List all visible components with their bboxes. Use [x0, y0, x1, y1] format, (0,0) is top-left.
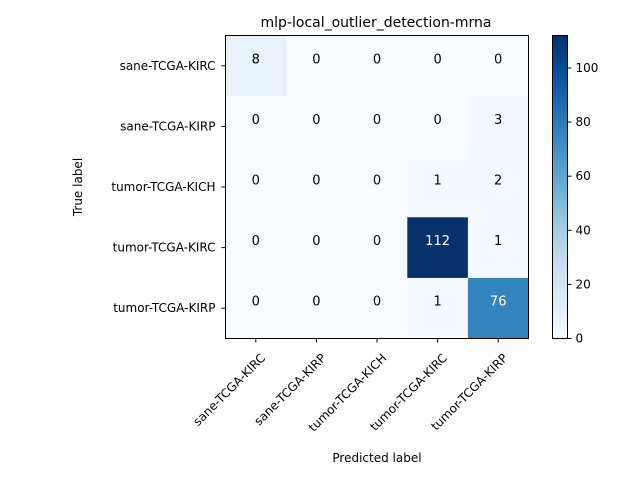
cell-value-r4-c4: 76 — [490, 295, 507, 310]
y-tick-label-3: tumor-TCGA-KIRC — [113, 241, 216, 255]
heatmap-cell-r0-c2 — [346, 35, 408, 97]
colorbar-tick-label-20: 20 — [576, 277, 591, 291]
cell-value-r2-c3: 1 — [433, 174, 441, 189]
cell-value-r0-c2: 0 — [373, 52, 381, 67]
cell-value-r4-c1: 0 — [312, 295, 320, 310]
colorbar — [552, 35, 568, 339]
heatmap-cell-r3-c4 — [467, 217, 529, 279]
colorbar-tick-label-100: 100 — [576, 61, 599, 75]
colorbar-tick-label-60: 60 — [576, 169, 591, 183]
heatmap-cell-r1-c2 — [346, 96, 408, 158]
cell-value-r4-c2: 0 — [373, 295, 381, 310]
heatmap-cell-r0-c0 — [225, 35, 287, 97]
cell-value-r1-c0: 0 — [252, 113, 260, 128]
heatmap-cell-r3-c2 — [346, 217, 408, 279]
cell-value-r4-c0: 0 — [252, 295, 260, 310]
heatmap-cells: 8 0 0 0 0 0 0 0 0 3 0 0 0 1 2 0 0 0 112 1 0 0 0 1 76 — [225, 35, 529, 339]
heatmap-cell-r2-c0 — [225, 156, 287, 218]
cell-value-r1-c2: 0 — [373, 113, 381, 128]
heatmap-cell-r1-c1 — [286, 96, 348, 158]
heatmap-cell-r1-c4 — [467, 96, 529, 158]
y-tick-label-2: tumor-TCGA-KICH — [111, 180, 215, 194]
cell-value-r0-c0: 8 — [252, 52, 260, 67]
heatmap-cell-r2-c1 — [286, 156, 348, 218]
cell-value-r1-c4: 3 — [494, 113, 502, 128]
heatmap-cell-r0-c3 — [407, 35, 469, 97]
cell-value-r3-c0: 0 — [252, 234, 260, 249]
heatmap-cell-r4-c1 — [286, 277, 348, 339]
heatmap-cell-r3-c0 — [225, 217, 287, 279]
cell-value-r2-c2: 0 — [373, 174, 381, 189]
y-tick-label-1: sane-TCGA-KIRP — [120, 119, 215, 133]
cell-value-r4-c3: 1 — [433, 295, 441, 310]
heatmap-cell-r2-c3 — [407, 156, 469, 218]
cell-value-r1-c3: 0 — [433, 113, 441, 128]
y-axis: sane-TCGA-KIRC sane-TCGA-KIRP tumor-TCGA-K… — [111, 59, 226, 315]
cell-value-r1-c1: 0 — [312, 113, 320, 128]
cell-value-r3-c2: 0 — [373, 234, 381, 249]
cell-value-r0-c3: 0 — [433, 52, 441, 67]
chart-title: mlp-local_outlier_detection-mrna — [261, 15, 492, 31]
cell-value-r3-c1: 0 — [312, 234, 320, 249]
heatmap-cell-r0-c1 — [286, 35, 348, 97]
heatmap-cell-r4-c0 — [225, 277, 287, 339]
cell-value-r0-c4: 0 — [494, 52, 502, 67]
colorbar-tick-label-0: 0 — [576, 332, 584, 346]
x-axis: sane-TCGA-KIRCsane-TCGA-KIRPtumor-TCGA-K… — [190, 338, 511, 434]
colorbar-tick-label-80: 80 — [576, 115, 591, 129]
cell-value-r3-c4: 1 — [494, 234, 502, 249]
cell-value-r2-c1: 0 — [312, 174, 320, 189]
cell-value-r2-c4: 2 — [494, 174, 502, 189]
heatmap-cell-r1-c3 — [407, 96, 469, 158]
heatmap-cell-r0-c4 — [467, 35, 529, 97]
heatmap-cell-r4-c3 — [407, 277, 469, 339]
heatmap-cell-r4-c2 — [346, 277, 408, 339]
colorbar-axis: 0 20 40 60 80 100 — [567, 61, 599, 346]
heatmap-cell-r4-c4 — [467, 277, 529, 339]
heatmap-cell-r2-c4 — [467, 156, 529, 218]
colorbar-tick-label-40: 40 — [576, 223, 591, 237]
cell-value-r3-c3: 112 — [425, 234, 450, 249]
cell-value-r2-c0: 0 — [252, 174, 260, 189]
heatmap-cell-r3-c3 — [407, 217, 469, 279]
cell-value-r0-c1: 0 — [312, 52, 320, 67]
y-axis-label: True label — [71, 158, 85, 217]
y-tick-label-4: tumor-TCGA-KIRP — [113, 301, 215, 315]
y-tick-label-0: sane-TCGA-KIRC — [120, 59, 216, 73]
heatmap-cell-r2-c2 — [346, 156, 408, 218]
x-axis-label: Predicted label — [332, 451, 421, 465]
heatmap-cell-r1-c0 — [225, 96, 287, 158]
heatmap-cell-r3-c1 — [286, 217, 348, 279]
